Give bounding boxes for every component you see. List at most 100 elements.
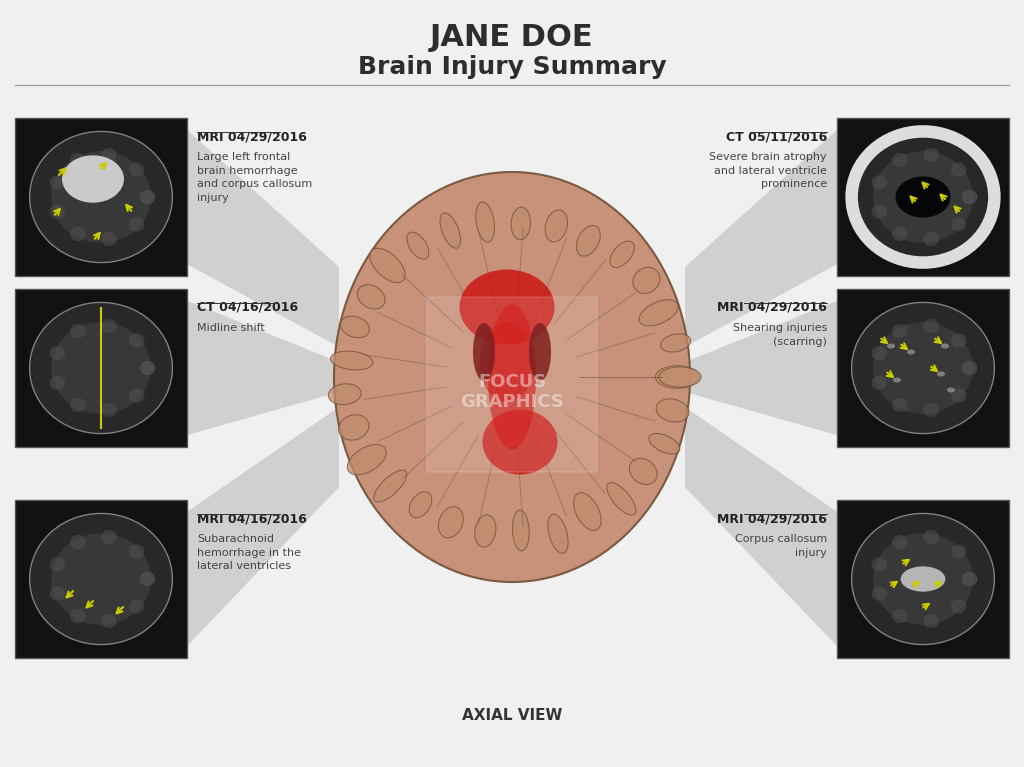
Text: Shearing injuries
(scarring): Shearing injuries (scarring): [732, 323, 827, 347]
Ellipse shape: [460, 269, 555, 344]
Ellipse shape: [937, 371, 945, 377]
Ellipse shape: [139, 572, 156, 586]
Text: MRI 04/29/2016: MRI 04/29/2016: [717, 301, 827, 314]
Text: GRAPHICS: GRAPHICS: [460, 393, 564, 411]
Ellipse shape: [475, 515, 496, 547]
Ellipse shape: [511, 207, 530, 240]
Polygon shape: [187, 130, 339, 347]
Ellipse shape: [51, 151, 151, 243]
Ellipse shape: [488, 304, 536, 449]
Ellipse shape: [892, 227, 907, 241]
Bar: [837, 500, 1009, 658]
Ellipse shape: [49, 205, 66, 219]
Ellipse shape: [70, 227, 86, 241]
Ellipse shape: [440, 213, 461, 249]
Text: Subarachnoid
hemorrhage in the
lateral ventricles: Subarachnoid hemorrhage in the lateral v…: [197, 534, 301, 571]
Ellipse shape: [924, 148, 939, 162]
Text: Large left frontal
brain hemorrhage
and corpus callosum
injury: Large left frontal brain hemorrhage and …: [197, 152, 312, 202]
Ellipse shape: [871, 346, 887, 360]
Ellipse shape: [962, 361, 977, 375]
Ellipse shape: [340, 316, 370, 337]
Ellipse shape: [30, 513, 172, 644]
Ellipse shape: [962, 361, 977, 375]
Ellipse shape: [129, 545, 144, 558]
Polygon shape: [685, 130, 837, 347]
Ellipse shape: [30, 302, 172, 433]
Polygon shape: [685, 407, 837, 646]
Ellipse shape: [892, 535, 907, 549]
Ellipse shape: [410, 492, 432, 518]
Ellipse shape: [893, 377, 901, 383]
Text: CT 05/11/2016: CT 05/11/2016: [726, 130, 827, 143]
Ellipse shape: [658, 367, 701, 387]
Ellipse shape: [334, 172, 690, 582]
Ellipse shape: [49, 376, 66, 390]
Ellipse shape: [947, 387, 955, 393]
Ellipse shape: [577, 225, 600, 256]
Ellipse shape: [529, 323, 551, 381]
Ellipse shape: [873, 151, 973, 243]
Bar: [427, 297, 597, 472]
Bar: [15, 289, 187, 447]
Ellipse shape: [892, 609, 907, 623]
Ellipse shape: [639, 300, 678, 326]
Ellipse shape: [951, 545, 967, 558]
Ellipse shape: [892, 324, 907, 338]
Ellipse shape: [49, 346, 66, 360]
Ellipse shape: [873, 533, 973, 625]
Ellipse shape: [438, 506, 463, 538]
Ellipse shape: [607, 482, 636, 515]
Ellipse shape: [329, 384, 361, 405]
Ellipse shape: [101, 530, 117, 544]
Ellipse shape: [962, 190, 977, 204]
Ellipse shape: [951, 388, 967, 403]
Ellipse shape: [951, 163, 967, 176]
Ellipse shape: [873, 322, 973, 414]
Ellipse shape: [51, 322, 151, 414]
Ellipse shape: [129, 217, 144, 232]
Ellipse shape: [49, 176, 66, 189]
Ellipse shape: [139, 190, 156, 204]
Ellipse shape: [895, 176, 950, 218]
Ellipse shape: [101, 403, 117, 417]
Ellipse shape: [101, 148, 117, 162]
Ellipse shape: [129, 334, 144, 347]
Ellipse shape: [633, 267, 659, 294]
Text: Midline shift: Midline shift: [197, 323, 265, 333]
Ellipse shape: [101, 614, 117, 628]
Ellipse shape: [339, 415, 369, 440]
Ellipse shape: [907, 350, 915, 354]
Ellipse shape: [476, 202, 495, 242]
Ellipse shape: [139, 190, 156, 204]
Ellipse shape: [655, 366, 698, 388]
Ellipse shape: [924, 319, 939, 333]
Text: MRI 04/29/2016: MRI 04/29/2016: [717, 512, 827, 525]
Ellipse shape: [951, 334, 967, 347]
Ellipse shape: [649, 433, 680, 454]
Bar: [837, 118, 1009, 276]
Text: CT 04/16/2016: CT 04/16/2016: [197, 301, 298, 314]
Text: FOCUS: FOCUS: [478, 373, 546, 391]
Ellipse shape: [962, 572, 977, 586]
Ellipse shape: [51, 533, 151, 625]
Bar: [15, 500, 187, 658]
Ellipse shape: [852, 302, 994, 433]
Ellipse shape: [49, 587, 66, 601]
Ellipse shape: [30, 131, 172, 262]
Ellipse shape: [924, 232, 939, 246]
Text: Severe brain atrophy
and lateral ventricle
prominence: Severe brain atrophy and lateral ventric…: [710, 152, 827, 189]
Ellipse shape: [887, 344, 895, 348]
Ellipse shape: [70, 609, 86, 623]
Ellipse shape: [370, 249, 406, 282]
Polygon shape: [187, 407, 339, 646]
Ellipse shape: [573, 492, 601, 531]
Text: JANE DOE: JANE DOE: [430, 22, 594, 51]
Ellipse shape: [871, 558, 887, 571]
Ellipse shape: [892, 153, 907, 167]
Ellipse shape: [962, 572, 977, 586]
Ellipse shape: [357, 285, 385, 309]
Ellipse shape: [129, 388, 144, 403]
Ellipse shape: [473, 323, 495, 381]
Ellipse shape: [512, 510, 529, 551]
Ellipse shape: [101, 319, 117, 333]
